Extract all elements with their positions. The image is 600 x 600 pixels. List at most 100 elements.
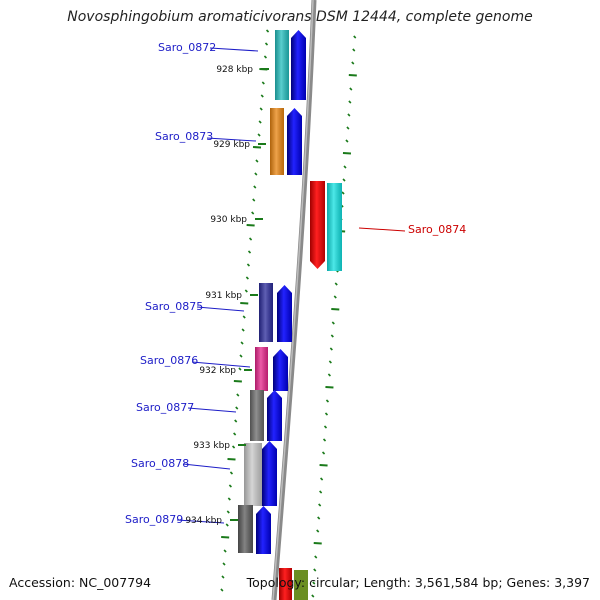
- kbp-tick: [223, 549, 227, 553]
- kbp-tick: [233, 432, 237, 436]
- kbp-tick: [321, 451, 326, 455]
- forward-strand-arrow: [291, 30, 306, 100]
- kbp-label: 934 kbp: [185, 516, 222, 526]
- kbp-tick: [318, 503, 322, 507]
- kbp-label: 932 kbp: [199, 366, 236, 376]
- gene-leader-line: [196, 306, 245, 312]
- kbp-tick: [323, 425, 328, 429]
- kbp-tick: [265, 29, 270, 33]
- genome-summary: Topology: circular; Length: 3,561,584 bp…: [246, 575, 590, 590]
- forward-strand-arrow: [262, 441, 277, 506]
- kbp-tick: [317, 516, 321, 520]
- kbp-tick: [319, 464, 328, 467]
- kbp-label: 931 kbp: [205, 291, 242, 301]
- kbp-tick: [221, 575, 225, 579]
- kbp-label: 933 kbp: [193, 441, 230, 451]
- forward-strand-arrow: [273, 349, 288, 391]
- kbp-tick: [320, 477, 324, 481]
- kbp-tick: [322, 438, 327, 442]
- kbp-tick: [236, 393, 240, 397]
- gene-saro_0875[interactable]: Saro_0875: [145, 283, 292, 342]
- kbp-tick: [226, 510, 230, 514]
- kbp-tick: [238, 367, 242, 371]
- gene-leader-line: [191, 361, 251, 368]
- kbp-tick: [325, 399, 330, 403]
- kbp-tick: [349, 87, 353, 91]
- kbp-tick: [313, 542, 322, 545]
- genome-backbone: [271, 0, 317, 600]
- kbp-tick: [253, 185, 257, 189]
- cog-block-shading: [275, 30, 289, 100]
- kbp-tick: [330, 334, 334, 338]
- kbp-tick: [334, 282, 338, 286]
- gene-label[interactable]: Saro_0872: [158, 41, 216, 54]
- gene-saro_0872[interactable]: Saro_0872: [158, 30, 306, 100]
- gene-label[interactable]: Saro_0875: [145, 300, 203, 313]
- kbp-tick: [324, 412, 329, 416]
- kbp-tick: [313, 568, 317, 572]
- gene-leader-line: [358, 227, 406, 232]
- kbp-tick: [353, 35, 357, 39]
- kbp-tick: [229, 471, 234, 475]
- kbp-tick: [352, 48, 356, 52]
- kbp-tick: [227, 458, 236, 461]
- kbp-tick: [232, 445, 236, 449]
- gene-saro_0876[interactable]: Saro_0876: [140, 347, 288, 391]
- forward-strand-arrow: [287, 108, 302, 175]
- cog-block-shading: [238, 505, 253, 553]
- genome-backbone-highlight: [272, 0, 314, 600]
- gene-label[interactable]: Saro_0873: [155, 130, 213, 143]
- kbp-tick: [312, 581, 316, 585]
- kbp-tick: [345, 139, 349, 143]
- cog-block-shading: [270, 108, 284, 175]
- kbp-tick: [329, 347, 333, 351]
- kbp-tick: [263, 55, 267, 59]
- kbp-label: 928 kbp: [216, 65, 253, 75]
- kbp-tick: [255, 159, 259, 163]
- kbp-tick: [258, 120, 262, 124]
- kbp-tick: [259, 107, 263, 111]
- gene-saro_0874[interactable]: Saro_0874: [310, 181, 466, 271]
- kbp-tick: [342, 152, 352, 155]
- kbp-tick: [220, 588, 224, 592]
- cog-block-shading: [250, 390, 264, 441]
- kbp-tick: [348, 100, 352, 104]
- gene-saro_0873[interactable]: Saro_0873: [155, 108, 302, 175]
- gene-label[interactable]: Saro_0878: [131, 457, 189, 470]
- kbp-tick: [222, 562, 226, 566]
- kbp-tick: [225, 523, 229, 527]
- kbp-tick: [333, 295, 337, 299]
- partial-gene-arrow: [279, 568, 292, 600]
- gene-leader-line: [209, 47, 259, 52]
- kbp-tick: [325, 386, 334, 389]
- gene-leader-line: [187, 407, 237, 413]
- accession-text: Accession: NC_007794: [9, 575, 152, 590]
- forward-strand-arrow: [256, 506, 271, 554]
- kbp-tick: [314, 555, 318, 559]
- cog-block-shading: [327, 183, 342, 271]
- kbp-tick: [311, 594, 315, 598]
- kbp-tick: [244, 289, 248, 293]
- gene-leader-line: [206, 137, 257, 142]
- gene-saro_0877[interactable]: Saro_0877: [136, 390, 282, 441]
- gene-label[interactable]: Saro_0879: [125, 513, 183, 526]
- kbp-tick: [247, 250, 252, 254]
- kbp-tick: [343, 165, 347, 169]
- kbp-tick: [252, 198, 256, 202]
- kbp-tick: [251, 211, 255, 215]
- kbp-tick: [341, 191, 345, 195]
- gene-label[interactable]: Saro_0877: [136, 401, 194, 414]
- gene-leader-line: [176, 519, 225, 524]
- gene-label[interactable]: Saro_0876: [140, 354, 198, 367]
- kbp-tick: [245, 276, 249, 280]
- kbp-tick: [327, 373, 331, 377]
- forward-strand-arrow: [267, 390, 282, 441]
- kbp-tick: [234, 419, 238, 423]
- gene-saro_0878[interactable]: Saro_0878: [131, 441, 277, 506]
- gene-label[interactable]: Saro_0874: [408, 223, 466, 236]
- kbp-tick: [246, 263, 251, 267]
- gene-saro_0879[interactable]: Saro_0879: [125, 505, 271, 554]
- kbp-tick: [227, 497, 231, 501]
- kbp-tick: [254, 172, 258, 176]
